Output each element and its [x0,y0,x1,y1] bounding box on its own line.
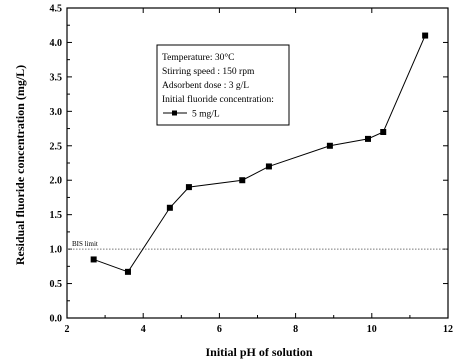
x-tick-label: 4 [141,324,146,335]
legend-label: 5 mg/L [192,110,220,120]
series-line [93,35,426,273]
x-tick-label: 6 [217,324,222,335]
annotation-line: Adsorbent dose : 3 g/L [162,81,249,91]
data-point [185,184,192,191]
data-point [364,135,371,142]
data-point [326,142,333,149]
y-axis-label: Residual fluoride concentration (mg/L) [13,65,27,265]
annotation-line: Temperature: 30°C [162,52,235,63]
y-tick-label: 4.5 [50,4,63,15]
data-point [265,163,272,170]
y-tick-label: 4.0 [50,38,63,49]
annotation-line: Stirring speed : 150 rpm [162,67,255,77]
y-tick-label: 2.0 [50,176,63,187]
y-tick-label: 2.5 [50,141,63,152]
data-point [422,32,429,39]
y-tick-label: 0.0 [50,314,63,325]
x-tick-label: 8 [293,324,298,335]
reference-line-label: BIS limit [72,240,98,248]
annotation-line: Initial fluoride concentration: [162,94,274,105]
annotation-box [156,44,290,126]
x-axis-label: Initial pH of solution [205,345,312,359]
y-tick-label: 3.5 [50,72,63,83]
data-point [380,129,387,135]
data-point [166,204,173,211]
x-tick-label: 12 [443,324,453,335]
x-tick-label: 10 [367,324,377,335]
x-tick-label: 2 [65,324,70,335]
series-group [90,32,429,275]
annotation-box-group: Temperature: 30°C Stirring speed : 150 rp… [156,44,290,126]
ticks: 2 4 6 8 10 12 0.0 0.5 1.0 1.5 2.0 2.5 3.0 3.5 4.0 4.5 [50,4,454,336]
y-tick-label: 1.5 [50,210,63,221]
y-tick-label: 3.0 [50,107,63,118]
y-tick-label: 0.5 [50,279,63,290]
data-point [239,177,246,184]
data-point [124,268,131,275]
data-point [90,256,97,263]
reference-line-group: BIS limit [67,240,448,250]
y-tick-label: 1.0 [50,245,63,256]
legend-marker-sample [172,110,177,116]
